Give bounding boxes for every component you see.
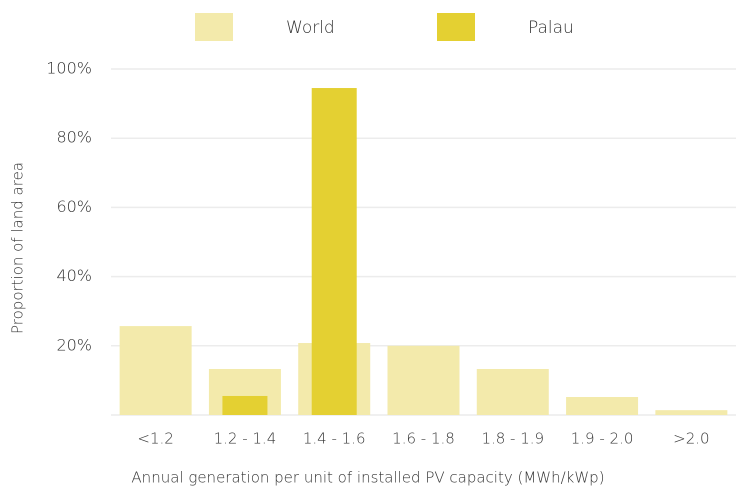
y-tick-label: 20% xyxy=(56,335,92,354)
legend-swatch xyxy=(437,13,475,41)
bar xyxy=(119,326,192,415)
y-tick-label: 60% xyxy=(56,197,92,216)
x-tick-label: 1.6 - 1.8 xyxy=(392,430,455,448)
y-axis-label: Proportion of land area xyxy=(9,162,27,334)
y-tick-label: 100% xyxy=(46,59,92,78)
x-tick-label: <1.2 xyxy=(137,430,173,448)
x-axis-label: Annual generation per unit of installed … xyxy=(131,469,604,487)
bar xyxy=(566,397,639,415)
bar xyxy=(476,368,549,415)
bar xyxy=(222,395,268,415)
bar xyxy=(311,88,357,415)
legend-label: Palau xyxy=(528,18,574,38)
x-tick-label: 1.8 - 1.9 xyxy=(481,430,544,448)
x-tick-label: 1.2 - 1.4 xyxy=(214,430,277,448)
y-tick-label: 40% xyxy=(56,266,92,285)
x-tick-label: 1.9 - 2.0 xyxy=(571,430,634,448)
bar xyxy=(387,345,460,415)
legend-label: World xyxy=(286,18,335,38)
y-tick-label: 80% xyxy=(56,128,92,147)
x-tick-label: 1.4 - 1.6 xyxy=(303,430,366,448)
x-tick-label: >2.0 xyxy=(673,430,709,448)
legend-swatch xyxy=(195,13,233,41)
bar xyxy=(655,410,728,415)
